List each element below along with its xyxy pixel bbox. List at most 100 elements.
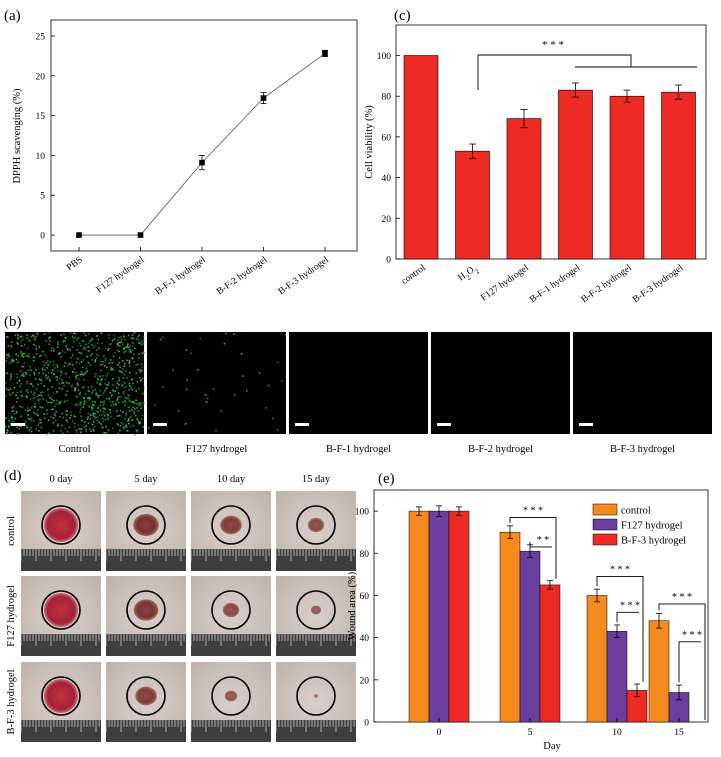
chart-c-bar bbox=[558, 89, 593, 260]
fluorescent-cell bbox=[53, 412, 56, 415]
fluorescent-cell bbox=[61, 382, 63, 385]
fluorescent-cell bbox=[30, 417, 33, 420]
fluorescent-cell bbox=[98, 414, 100, 417]
wound-outline bbox=[126, 505, 166, 545]
fluorescent-cell bbox=[71, 355, 74, 357]
fluorescent-cell bbox=[64, 340, 66, 342]
fluorescent-cell bbox=[7, 425, 10, 427]
fluorescent-cell bbox=[5, 372, 7, 374]
fluorescent-cell bbox=[137, 410, 140, 412]
fluorescent-cell bbox=[30, 398, 32, 400]
fluorescent-cell bbox=[140, 370, 142, 372]
fluorescent-cell bbox=[56, 391, 58, 393]
fluorescent-cell bbox=[108, 362, 111, 365]
fluorescent-cell bbox=[49, 378, 51, 381]
fluorescent-cell bbox=[68, 426, 71, 429]
fluorescent-cell bbox=[64, 337, 67, 340]
fluorescent-cell bbox=[101, 363, 104, 366]
fluorescent-cell bbox=[48, 332, 51, 335]
wound-area bbox=[133, 513, 159, 537]
fluorescent-cell bbox=[138, 423, 141, 425]
fluorescent-cell bbox=[92, 413, 95, 415]
scale-bar bbox=[437, 423, 451, 426]
fluorescent-cell bbox=[24, 409, 27, 412]
fluorescent-cell bbox=[123, 351, 126, 353]
fluorescent-cell bbox=[106, 432, 108, 435]
fluorescent-cell bbox=[122, 392, 125, 395]
fluorescent-cell bbox=[131, 345, 134, 348]
fluorescent-cell bbox=[19, 390, 22, 393]
fluorescent-cell bbox=[130, 408, 133, 411]
chart-a-xtick-label: B-F-3 hydrogel bbox=[277, 255, 331, 297]
fluorescent-cell bbox=[137, 356, 140, 359]
fluorescent-cell bbox=[119, 429, 121, 432]
fluorescent-cell bbox=[135, 402, 138, 405]
chart-e-legend: control F127 hydrogel B-F-3 hydrogel bbox=[592, 503, 686, 547]
fluorescent-cell bbox=[276, 429, 279, 431]
fluorescent-cell bbox=[94, 360, 96, 363]
chart-e-bar bbox=[648, 620, 670, 723]
chart-e-xtick-label: 5 bbox=[528, 728, 533, 738]
fluorescent-cell bbox=[127, 394, 130, 397]
fluorescent-cell bbox=[40, 379, 43, 381]
fluorescent-cell bbox=[95, 394, 98, 397]
fluorescent-cell bbox=[54, 405, 56, 408]
fluorescent-cell bbox=[35, 413, 38, 415]
fluorescent-cell bbox=[38, 421, 40, 424]
fluorescent-cell bbox=[92, 403, 94, 406]
fluorescent-cell bbox=[97, 407, 99, 410]
fluorescent-cell bbox=[100, 369, 102, 372]
fluorescent-cell bbox=[69, 363, 71, 366]
fluorescence-panel: F127 hydrogel bbox=[147, 332, 287, 455]
fluorescent-cell bbox=[111, 427, 114, 430]
fluorescent-cell bbox=[132, 353, 135, 355]
fluorescent-cell bbox=[28, 429, 31, 432]
fluorescent-cell bbox=[116, 399, 118, 402]
chart-a-xtick-label: F127 hydrogel bbox=[95, 255, 147, 295]
fluorescent-cell bbox=[65, 409, 68, 412]
fluorescent-cell bbox=[62, 416, 65, 419]
fluorescent-cell bbox=[66, 420, 69, 423]
fluorescent-cell bbox=[141, 414, 144, 417]
fluorescent-cell bbox=[12, 359, 14, 361]
fluorescent-cell bbox=[33, 373, 36, 376]
chart-a-ytick-label: 25 bbox=[36, 32, 46, 42]
fluorescent-cell bbox=[79, 401, 82, 404]
fluorescent-cell bbox=[25, 395, 28, 397]
fluorescent-cell bbox=[83, 332, 86, 334]
fluorescent-cell bbox=[64, 373, 67, 375]
panel-label-a: (a) bbox=[4, 8, 21, 24]
fluorescent-cell bbox=[87, 413, 89, 415]
fluorescent-cell bbox=[121, 401, 124, 404]
fluorescent-cell bbox=[109, 391, 112, 394]
fluorescent-cell bbox=[128, 359, 131, 362]
chart-a-point bbox=[322, 50, 328, 57]
fluorescent-cell bbox=[75, 428, 78, 431]
fluorescent-cell bbox=[63, 333, 65, 336]
fluorescent-cell bbox=[11, 360, 13, 362]
fluorescent-cell bbox=[140, 407, 142, 410]
fluorescent-cell bbox=[18, 433, 20, 435]
fluorescent-cell bbox=[125, 386, 128, 388]
fluorescent-cell bbox=[46, 367, 48, 369]
fluorescent-cell bbox=[131, 349, 134, 352]
fluorescent-cell bbox=[119, 366, 121, 369]
fluorescent-cell bbox=[36, 409, 39, 411]
fluorescent-cell bbox=[87, 416, 90, 419]
fluorescent-cell bbox=[46, 413, 48, 415]
fluorescent-cell bbox=[121, 360, 124, 362]
wound-outline bbox=[41, 676, 81, 716]
fluorescent-cell bbox=[143, 339, 145, 342]
fluorescent-cell bbox=[8, 362, 11, 365]
chart-e-sig-label: * * * bbox=[672, 592, 692, 603]
fluorescent-cell bbox=[128, 362, 131, 365]
fluorescent-cell bbox=[74, 371, 77, 374]
fluorescent-cell bbox=[12, 410, 14, 413]
fluorescent-cell bbox=[58, 352, 60, 354]
chart-e-sig-bracket bbox=[616, 611, 639, 622]
fluorescent-cell bbox=[26, 395, 29, 398]
fluorescent-cell bbox=[30, 430, 33, 433]
fluorescent-cell bbox=[118, 341, 120, 344]
fluorescent-cell bbox=[21, 394, 23, 397]
fluorescent-cell bbox=[137, 387, 140, 390]
